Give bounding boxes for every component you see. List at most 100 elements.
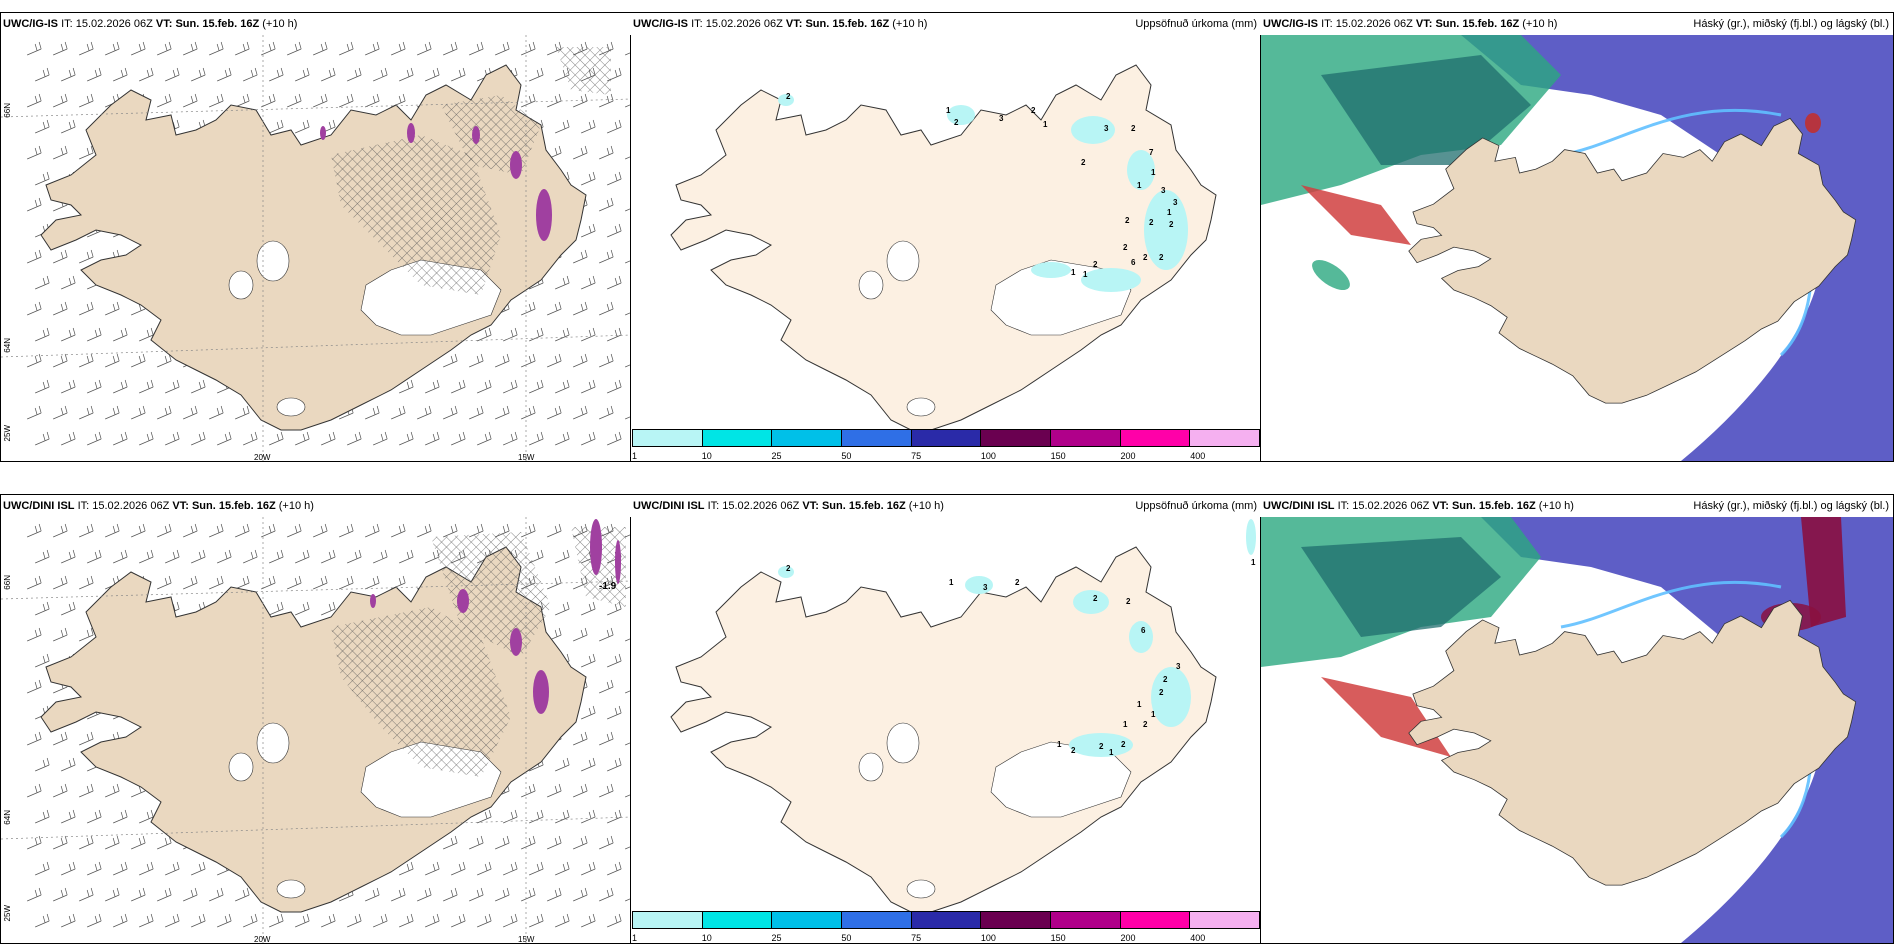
wind-barb bbox=[625, 52, 631, 56]
wind-barb bbox=[113, 809, 128, 824]
wind-barb bbox=[183, 93, 198, 108]
wind-barb bbox=[61, 601, 76, 616]
lead-time: (+10 h) bbox=[278, 500, 314, 512]
lon-label-20w: 20W bbox=[254, 935, 271, 944]
lat-label-64n: 64N bbox=[3, 338, 12, 353]
wind-barb bbox=[573, 405, 588, 420]
wind-barb bbox=[209, 575, 224, 590]
wind-barb bbox=[529, 913, 544, 928]
wind-barb bbox=[113, 327, 128, 342]
colorbar-tick: 100 bbox=[980, 933, 996, 943]
wind-barb bbox=[87, 913, 102, 928]
wind-barb bbox=[417, 523, 432, 538]
colorbar-tick: 150 bbox=[1050, 451, 1066, 461]
wind-barb bbox=[27, 679, 42, 694]
wind-barb bbox=[269, 913, 284, 928]
cloud-map[interactable] bbox=[1261, 517, 1893, 943]
wind-barb bbox=[113, 861, 128, 876]
precip-number: 2 bbox=[786, 92, 791, 101]
wind-barb bbox=[321, 431, 336, 446]
precip-colorbar-ticks: 1 10 25 50 75 100 150 200 400 bbox=[632, 451, 1260, 461]
wind-barb bbox=[365, 523, 380, 538]
wind-barb bbox=[183, 887, 198, 902]
wind-barb bbox=[79, 523, 94, 538]
precip-number: 6 bbox=[1141, 626, 1146, 635]
snow-patches bbox=[370, 519, 621, 714]
wind-barb bbox=[581, 913, 596, 928]
colorbar-tick: 50 bbox=[841, 451, 852, 461]
wind-barb bbox=[521, 783, 536, 798]
wind-barb bbox=[139, 67, 154, 82]
wind-barb bbox=[599, 145, 614, 160]
wind-barb bbox=[87, 67, 102, 82]
panel-header: UWC/DINI ISL IT: 15.02.2026 06Z VT: Sun.… bbox=[631, 495, 1261, 517]
wind-barb bbox=[607, 809, 622, 824]
wind-barb bbox=[607, 757, 622, 772]
colorbar-tick: 50 bbox=[841, 933, 852, 943]
wind-barb bbox=[625, 742, 631, 746]
panel-header: UWC/DINI ISL IT: 15.02.2026 06Z VT: Sun.… bbox=[1, 495, 631, 517]
wind-map-svg bbox=[1, 35, 631, 461]
precip-colorbar bbox=[632, 911, 1261, 929]
wind-barb bbox=[139, 327, 154, 342]
precip-number: 7 bbox=[1149, 148, 1154, 157]
wind-barb bbox=[391, 41, 406, 56]
colorbar-tick: 100 bbox=[980, 451, 996, 461]
wind-barb bbox=[35, 809, 50, 824]
wind-barb bbox=[287, 575, 302, 590]
wind-barb bbox=[503, 809, 518, 824]
wind-barb bbox=[53, 783, 68, 798]
wind-barb bbox=[581, 275, 596, 290]
wind-barb bbox=[287, 93, 302, 108]
precip-number: 2 bbox=[1081, 158, 1086, 167]
wind-barb bbox=[529, 809, 544, 824]
wind-barb bbox=[157, 523, 172, 538]
wind-barb bbox=[313, 93, 328, 108]
wind-barb bbox=[477, 327, 492, 342]
wind-barb bbox=[555, 119, 570, 134]
cloud-map[interactable] bbox=[1261, 35, 1893, 461]
wind-map[interactable]: -1.9 bbox=[1, 517, 631, 943]
wind-barb bbox=[425, 67, 440, 82]
vt-label: VT: bbox=[1415, 18, 1433, 30]
wind-barb bbox=[191, 913, 206, 928]
wind-barb bbox=[555, 431, 570, 446]
wind-barb bbox=[139, 809, 154, 824]
wind-barb bbox=[347, 67, 362, 82]
wind-barb bbox=[27, 197, 42, 212]
wind-barb bbox=[105, 41, 120, 56]
wind-barb bbox=[53, 353, 68, 368]
wind-barb bbox=[503, 431, 518, 446]
wind-barb bbox=[495, 405, 510, 420]
wind-barb bbox=[469, 41, 484, 56]
wind-barb bbox=[139, 913, 154, 928]
wind-barb bbox=[79, 301, 94, 316]
wind-barb bbox=[399, 913, 414, 928]
precip-number: 1 bbox=[1137, 181, 1142, 190]
model-name: UWC/DINI ISL bbox=[3, 500, 75, 512]
colorbar-tick: 200 bbox=[1120, 451, 1136, 461]
wind-barb bbox=[607, 171, 622, 186]
wind-barb bbox=[451, 379, 466, 394]
wind-barb bbox=[105, 353, 120, 368]
wind-barb bbox=[521, 93, 536, 108]
precip-title: Uppsöfnuð úrkoma (mm) bbox=[1135, 500, 1257, 512]
wind-barb bbox=[555, 809, 570, 824]
wind-barb bbox=[295, 549, 310, 564]
wind-barb bbox=[425, 431, 440, 446]
precip-colorbar bbox=[632, 429, 1261, 447]
wind-barb bbox=[105, 783, 120, 798]
wind-barb bbox=[313, 523, 328, 538]
colorbar-cell bbox=[1190, 911, 1261, 929]
wind-barb bbox=[79, 887, 94, 902]
wind-barb bbox=[321, 549, 336, 564]
precip-number: 3 bbox=[999, 114, 1004, 123]
wind-barb bbox=[61, 327, 76, 342]
glacier-myrdalsjokull bbox=[276, 397, 306, 417]
wind-map[interactable] bbox=[1, 35, 631, 461]
wind-barb bbox=[417, 41, 432, 56]
wind-barb bbox=[573, 835, 588, 850]
wind-barb bbox=[469, 887, 484, 902]
